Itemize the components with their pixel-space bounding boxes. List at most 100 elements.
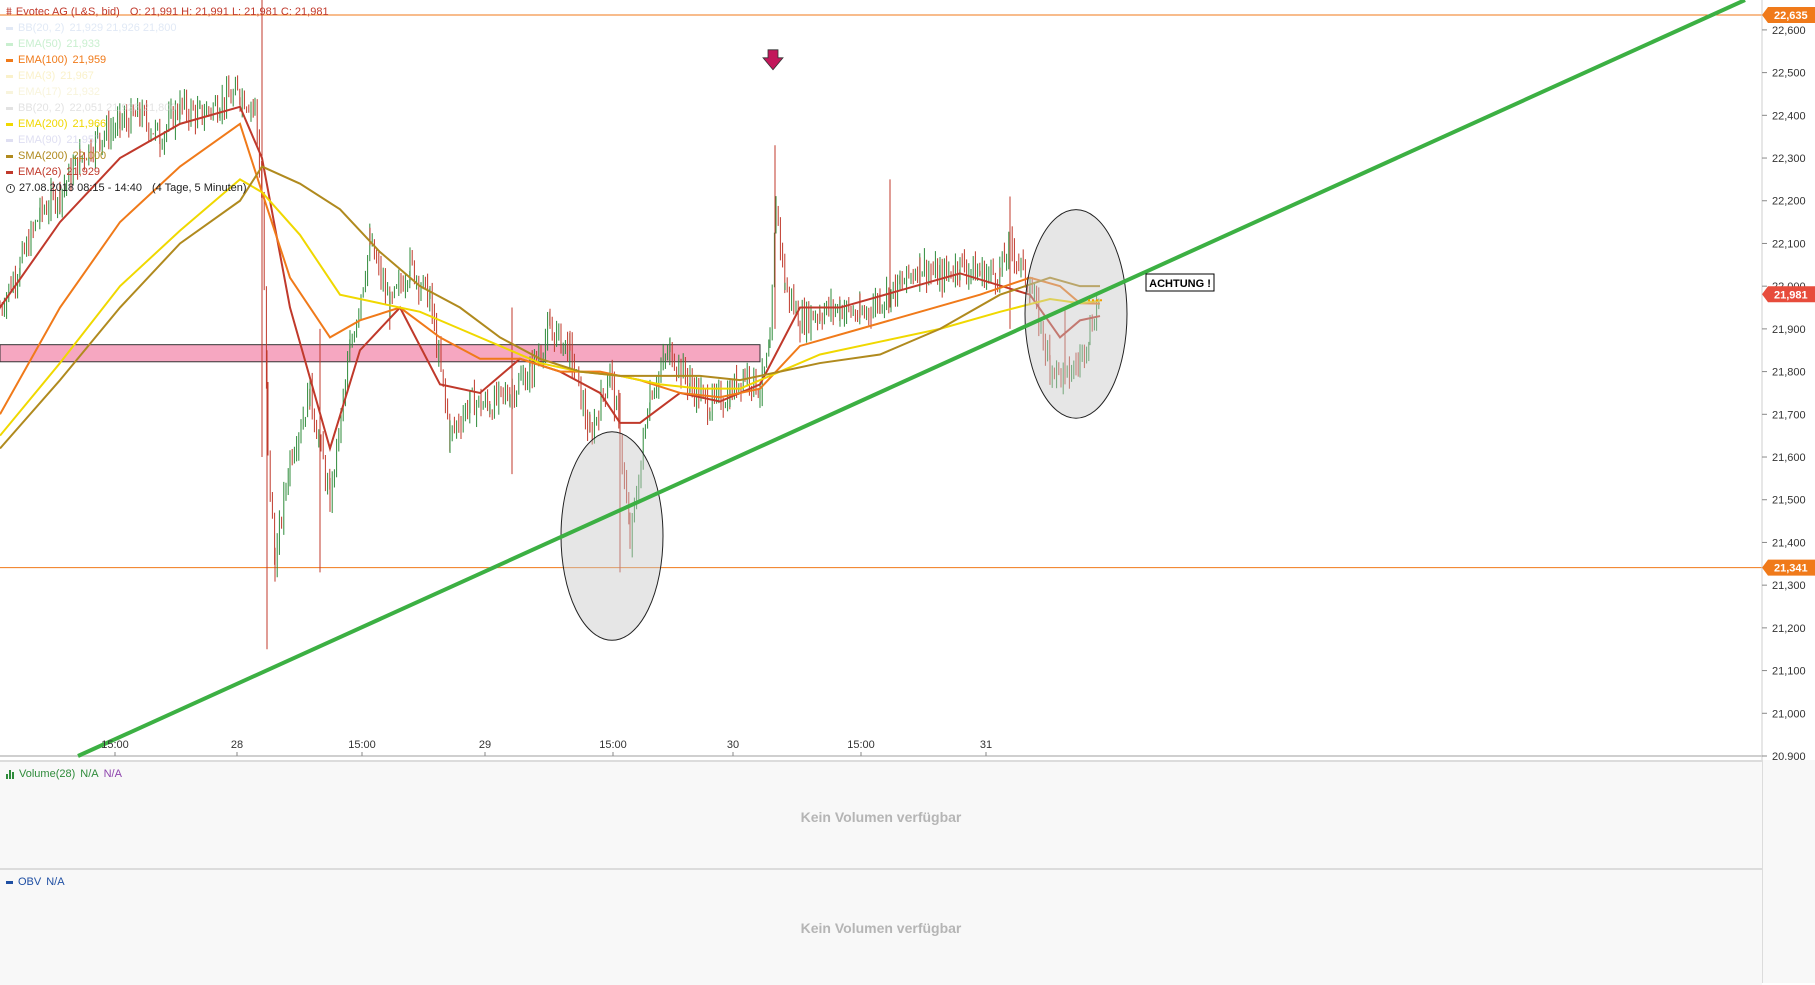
y-tick-label: 22,200 <box>1772 196 1806 208</box>
legend-indicator-label: EMA(26) <box>18 166 62 178</box>
legend-indicator[interactable]: EMA(50) 21,933 <box>6 36 329 52</box>
period: (4 Tage, 5 Minuten) <box>151 182 247 194</box>
clock-icon <box>6 183 15 193</box>
legend-swatch <box>6 26 13 30</box>
y-tick-label: 20,900 <box>1772 751 1806 760</box>
annotation-text: ACHTUNG ! <box>1149 278 1211 290</box>
candle-icon: ⩩ <box>6 6 12 18</box>
series-line-ema100 <box>0 122 1101 415</box>
obv-swatch <box>6 880 13 884</box>
current-price-tag-bg <box>1762 286 1815 303</box>
series-line-sma200 <box>0 165 1100 450</box>
legend-date-row: 27.08.2018 08:15 - 14:40 (4 Tage, 5 Minu… <box>6 180 329 196</box>
price-chart[interactable]: ACHTUNG ! 20,900 21,000 21,100 21,200 21,300… <box>0 0 1815 760</box>
indicator-list: BB(20, 2) 21,929 21,926 21,800 EMA(50) 21,9… <box>6 20 329 180</box>
legend-swatch <box>6 170 13 174</box>
obv-legend: OBV N/A <box>6 876 65 888</box>
legend-indicator-value: 22,000 <box>72 150 107 162</box>
upper-price-tag: 22,635 <box>1774 10 1808 22</box>
obv-axis <box>1762 870 1815 983</box>
x-tick-label: 30 <box>727 739 739 751</box>
legend-indicator-value: 22,051 21,928 21,800 <box>69 102 177 114</box>
legend-indicator-value: 21,966 <box>72 118 107 130</box>
lower-price-tag-bg <box>1762 559 1815 576</box>
y-tick-label: 22,600 <box>1772 25 1806 37</box>
zone-layer <box>0 344 761 363</box>
y-tick-label: 22,500 <box>1772 68 1806 80</box>
legend-swatch <box>6 90 13 94</box>
y-tick-label: 21,200 <box>1772 623 1806 635</box>
legend-indicator-label: EMA(3) <box>18 70 56 82</box>
y-tick-label: 21,900 <box>1772 324 1806 336</box>
legend-swatch <box>6 58 13 62</box>
legend-indicator-label: BB(20, 2) <box>18 22 65 34</box>
y-tick-label: 21,500 <box>1772 495 1806 507</box>
y-tick-label: 21,000 <box>1772 708 1806 720</box>
chart-legend: ⩩ Evotec AG (L&S, bid) O: 21,991 H: 21,9… <box>6 4 329 196</box>
legend-swatch <box>6 74 13 78</box>
series-line-ema200 <box>0 178 1101 437</box>
highlight-circle <box>560 431 664 641</box>
legend-indicator[interactable]: EMA(3) 21,967 <box>6 68 329 84</box>
y-tick-label: 21,600 <box>1772 452 1806 464</box>
legend-indicator-label: SMA(200) <box>18 150 68 162</box>
y-tick-label: 21,400 <box>1772 537 1806 549</box>
legend-indicator[interactable]: SMA(200) 22,000 <box>6 148 329 164</box>
resistance-zone <box>0 344 761 363</box>
annotation-box <box>1145 273 1215 292</box>
legend-swatch <box>6 122 13 126</box>
volume-label: Volume(28) <box>19 768 76 780</box>
legend-indicator[interactable]: BB(20, 2) 22,051 21,928 21,800 <box>6 100 329 116</box>
date-range: 27.08.2018 08:15 - 14:40 <box>19 182 142 194</box>
marker-layer: ACHTUNG ! <box>762 49 1215 302</box>
x-tick-label: 29 <box>479 739 491 751</box>
upper-price-tag-bg <box>1762 6 1815 23</box>
legend-indicator-value: 21,929 <box>66 166 101 178</box>
obv-panel: OBV N/A Kein Volumen verfügbar <box>0 868 1762 985</box>
volume-panel: Volume(28) N/A N/A Kein Volumen verfügba… <box>0 760 1762 870</box>
volume-axis <box>1762 760 1815 870</box>
legend-indicator[interactable]: BB(20, 2) 21,929 21,926 21,800 <box>6 20 329 36</box>
legend-swatch <box>6 138 13 142</box>
legend-indicator-label: EMA(200) <box>18 118 68 130</box>
y-tick-label: 21,800 <box>1772 367 1806 379</box>
x-tick-label: 28 <box>231 739 243 751</box>
legend-indicator[interactable]: EMA(26) 21,929 <box>6 164 329 180</box>
legend-swatch <box>6 154 13 158</box>
x-tick-label: 15:00 <box>847 739 875 751</box>
legend-indicator[interactable]: EMA(200) 21,966 <box>6 116 329 132</box>
circle-layer <box>560 209 1128 641</box>
y-tick-label: 22,100 <box>1772 238 1806 250</box>
y-tick-label: 21,700 <box>1772 409 1806 421</box>
y-axis: 20,900 21,000 21,100 21,200 21,300 21,400 21,5… <box>1761 0 1815 760</box>
legend-indicator[interactable]: EMA(17) 21,932 <box>6 84 329 100</box>
volume-legend: Volume(28) N/A N/A <box>6 768 122 780</box>
obv-label: OBV <box>18 876 42 888</box>
legend-swatch <box>6 106 13 110</box>
legend-swatch <box>6 42 13 46</box>
y-tick-label: 21,300 <box>1772 580 1806 592</box>
y-tick-label: 22,300 <box>1772 153 1806 165</box>
series-layer <box>0 105 1101 453</box>
current-price-tag: 21,981 <box>1774 289 1808 301</box>
down-arrow-icon <box>762 49 784 71</box>
ohlc-values: O: 21,991 H: 21,991 L: 21,981 C: 21,981 <box>129 6 329 18</box>
y-tick-label: 22,400 <box>1772 110 1806 122</box>
volume-empty-message: Kein Volumen verfügbar <box>800 809 962 825</box>
legend-indicator[interactable]: EMA(100) 21,959 <box>6 52 329 68</box>
trend-layer <box>77 0 1746 758</box>
legend-title-row: ⩩ Evotec AG (L&S, bid) O: 21,991 H: 21,9… <box>6 4 329 20</box>
volume-value-1: N/A <box>80 768 99 780</box>
legend-indicator[interactable]: EMA(90) 21,957 <box>6 132 329 148</box>
y-tick-label: 21,100 <box>1772 666 1806 678</box>
legend-indicator-value: 21,933 <box>66 38 101 50</box>
series-line-ema26 <box>0 105 1101 453</box>
x-axis: 15:00 28 15:00 29 15:00 30 15:00 31 <box>101 739 992 756</box>
trendline <box>77 0 1746 758</box>
legend-indicator-value: 21,959 <box>72 54 107 66</box>
legend-indicator-label: BB(20, 2) <box>18 102 65 114</box>
x-tick-label: 15:00 <box>599 739 627 751</box>
highlight-circle <box>1024 209 1128 419</box>
volume-value-2: N/A <box>103 768 122 780</box>
legend-indicator-value: 21,932 <box>66 86 101 98</box>
